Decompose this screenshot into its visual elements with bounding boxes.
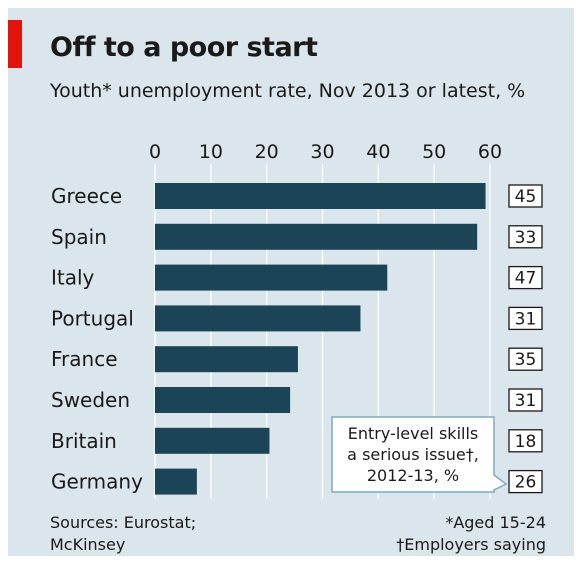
bar <box>155 468 197 495</box>
callout-box <box>331 416 508 493</box>
bar <box>155 305 361 332</box>
value-box <box>508 306 543 331</box>
chart-title: Off to a poor start <box>50 32 318 63</box>
category-label: Portugal <box>51 306 134 330</box>
category-label: Britain <box>51 429 117 453</box>
value-box-label: 33 <box>515 228 537 248</box>
value-box-label: 47 <box>515 269 537 289</box>
value-box <box>508 265 543 290</box>
x-tick-label: 60 <box>478 141 502 163</box>
x-tick-label: 30 <box>310 141 334 163</box>
category-label: Italy <box>51 266 95 290</box>
value-box-label: 26 <box>515 473 537 493</box>
callout-text-1: Entry-level skills <box>348 424 478 443</box>
x-tick-label: 0 <box>149 141 161 163</box>
bar <box>155 183 486 209</box>
category-label: Spain <box>51 225 107 249</box>
value-box <box>508 388 543 412</box>
value-box-label: 18 <box>515 432 537 452</box>
value-box <box>508 347 543 371</box>
x-tick-label: 10 <box>199 141 223 163</box>
value-box <box>508 429 543 453</box>
footnote-age: *Aged 15-24 <box>445 513 546 532</box>
value-box-label: 35 <box>515 350 537 370</box>
value-box-label: 45 <box>515 187 537 207</box>
value-box <box>508 469 543 494</box>
x-tick-label: 50 <box>422 141 446 163</box>
value-box-label: 31 <box>515 391 537 411</box>
category-label: Germany <box>51 470 143 494</box>
callout-text-2: a serious issue†, <box>347 445 479 464</box>
category-label: Greece <box>51 184 122 208</box>
value-box <box>508 225 543 249</box>
source-line-2: McKinsey <box>50 535 126 554</box>
bar <box>155 427 270 454</box>
footnotes: *Aged 15-24 †Employers saying <box>396 512 546 556</box>
bar <box>155 223 478 250</box>
value-box-label: 31 <box>515 309 537 329</box>
value-box <box>508 184 543 208</box>
bar <box>155 264 388 291</box>
category-label: France <box>51 347 118 371</box>
chart-subtitle: Youth* unemployment rate, Nov 2013 or la… <box>50 80 526 102</box>
footnote-employers: †Employers saying <box>396 535 546 554</box>
x-tick-label: 40 <box>366 141 390 163</box>
bar <box>155 387 291 413</box>
callout-text-3: 2012-13, % <box>367 466 459 485</box>
brand-red-tab <box>8 20 22 68</box>
category-label: Sweden <box>51 388 130 412</box>
source-note: Sources: Eurostat; McKinsey <box>50 512 196 556</box>
bar <box>155 346 298 373</box>
source-line-1: Sources: Eurostat; <box>50 513 197 532</box>
x-tick-label: 20 <box>255 141 279 163</box>
